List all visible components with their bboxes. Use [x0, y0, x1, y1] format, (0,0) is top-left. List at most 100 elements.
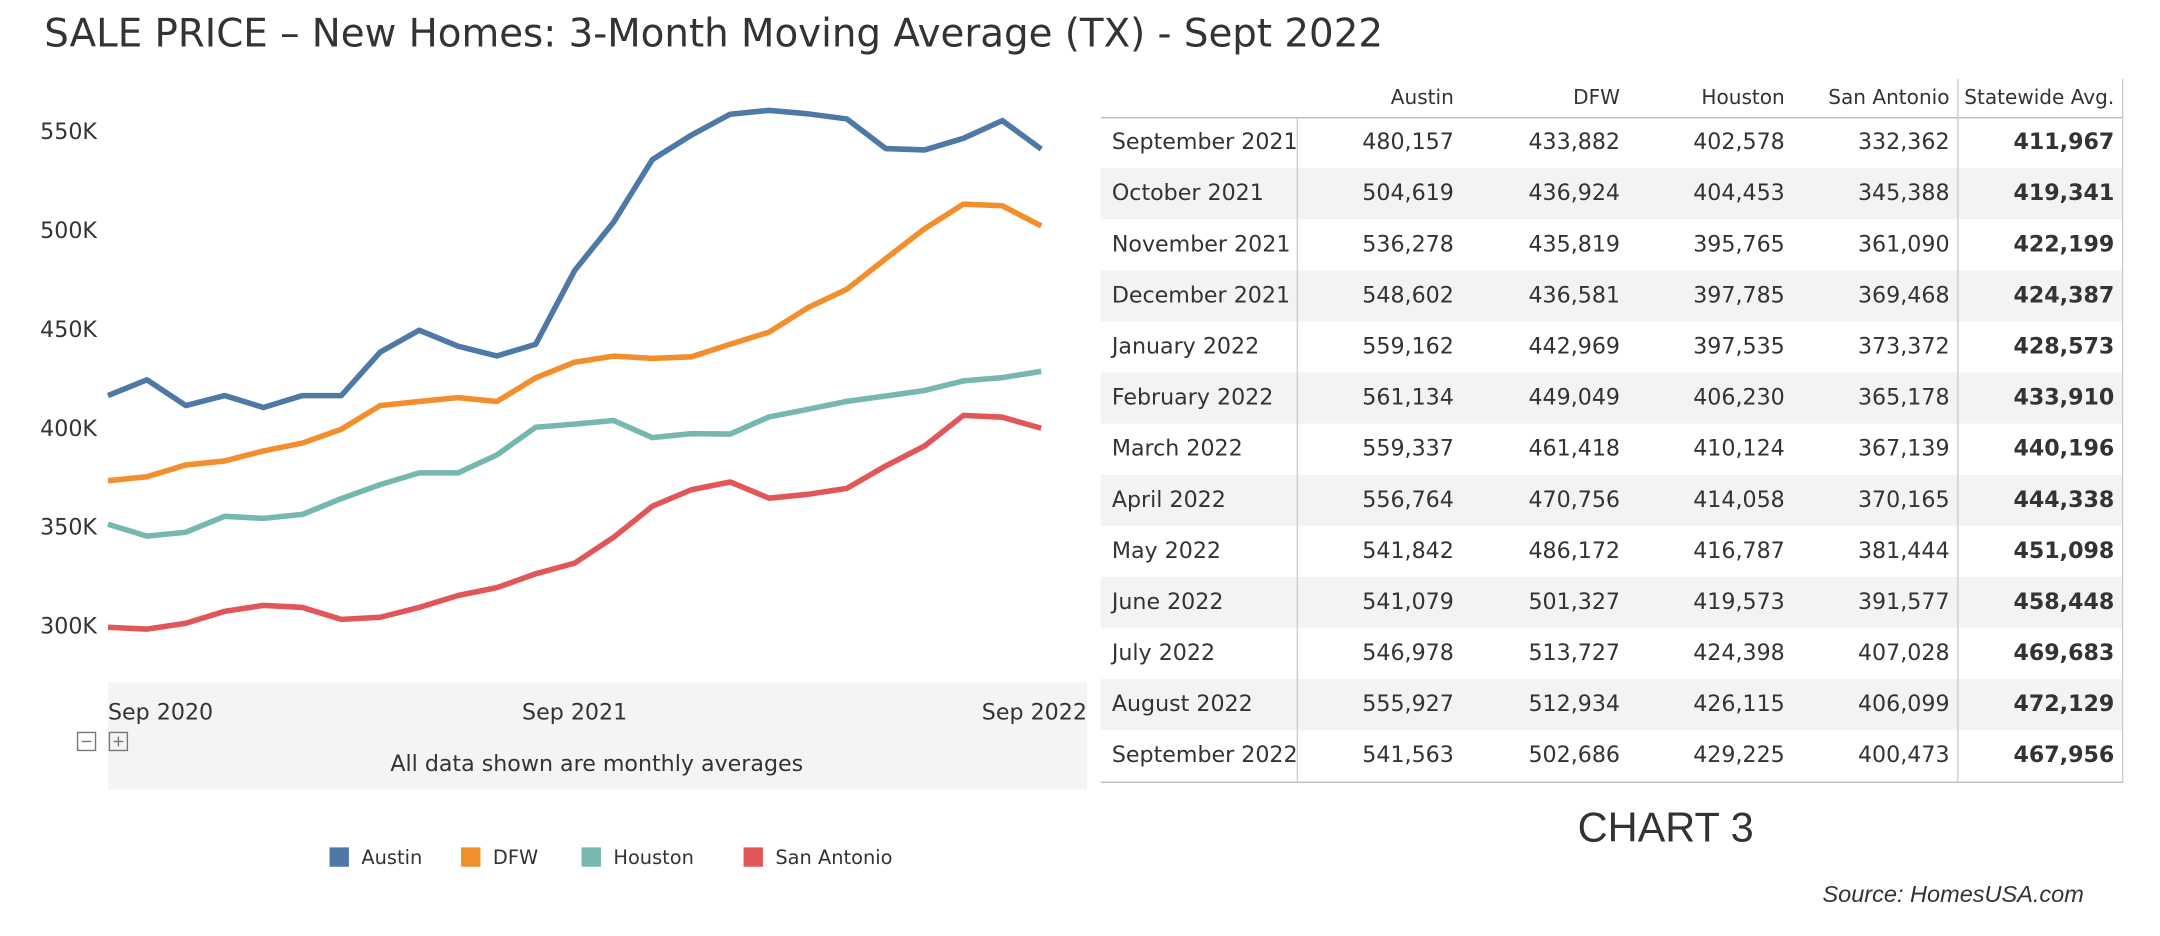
table-cell: 480,157 [1362, 129, 1454, 155]
table-cell: 367,139 [1858, 436, 1950, 462]
table-cell: 332,362 [1858, 129, 1950, 155]
page-title: SALE PRICE – New Homes: 3-Month Moving A… [44, 12, 1383, 57]
table-cell: 442,969 [1528, 333, 1620, 359]
row-label: September 2022 [1112, 742, 1298, 768]
row-label: June 2022 [1110, 589, 1224, 615]
table-cell: 424,387 [2013, 282, 2114, 308]
table-cell: 546,978 [1362, 640, 1454, 666]
table-cell: 397,535 [1693, 333, 1785, 359]
column-header: DFW [1573, 85, 1620, 109]
table-cell: 414,058 [1693, 487, 1785, 513]
table-cell: 369,468 [1858, 282, 1950, 308]
zoom-in[interactable] [108, 731, 129, 752]
legend-item: DFW [461, 846, 538, 869]
table-row-bg [1100, 576, 2123, 628]
table-cell: 440,196 [2013, 436, 2114, 462]
table-cell: 469,683 [2013, 640, 2114, 666]
x-tick-label: Sep 2020 [108, 700, 213, 726]
row-label: February 2022 [1112, 385, 1274, 411]
table-cell: 561,134 [1362, 385, 1454, 411]
legend-swatch [743, 847, 763, 867]
table-cell: 467,956 [2013, 742, 2114, 768]
table-cell: 361,090 [1858, 231, 1950, 257]
row-label: July 2022 [1110, 640, 1215, 666]
table-cell: 370,165 [1858, 487, 1950, 513]
row-label: April 2022 [1112, 487, 1226, 513]
table-cell: 548,602 [1362, 282, 1454, 308]
table-cell: 541,079 [1362, 589, 1454, 615]
row-label: September 2021 [1112, 129, 1298, 155]
series-line [107, 201, 1043, 484]
legend-label: DFW [493, 846, 538, 869]
table-cell: 373,372 [1858, 333, 1950, 359]
table-cell: 559,337 [1362, 436, 1454, 462]
table-cell: 400,473 [1858, 742, 1950, 768]
chart-label: CHART 3 [1578, 804, 1754, 851]
table-cell: 419,341 [2013, 180, 2114, 206]
legend-swatch [329, 847, 349, 867]
column-header: Houston [1701, 85, 1784, 109]
legend-label: Austin [361, 846, 422, 869]
table-cell: 402,578 [1693, 129, 1785, 155]
table-cell: 381,444 [1858, 538, 1950, 564]
table-cell: 422,199 [2013, 231, 2114, 257]
series-line [107, 412, 1042, 632]
table-cell: 429,225 [1693, 742, 1785, 768]
zoom-out[interactable] [76, 731, 97, 752]
table-cell: 555,927 [1362, 691, 1454, 717]
table-cell: 436,581 [1528, 282, 1620, 308]
row-label: August 2022 [1112, 691, 1253, 717]
table-cell: 444,338 [2013, 487, 2114, 513]
y-tick-label: 500K [40, 218, 97, 244]
legend-item: Austin [329, 846, 422, 869]
chart-note: All data shown are monthly averages [390, 751, 803, 777]
x-tick-label: Sep 2022 [982, 700, 1087, 726]
legend-swatch [581, 847, 601, 867]
table-cell: 411,967 [2013, 129, 2114, 155]
table-row-bg [1100, 679, 2123, 731]
table-row-bg [1100, 168, 2123, 220]
legend-label: Houston [613, 846, 694, 869]
legend-label: San Antonio [775, 846, 892, 869]
table-cell: 391,577 [1858, 589, 1950, 615]
table-cell: 406,230 [1693, 385, 1785, 411]
table-cell: 449,049 [1528, 385, 1620, 411]
table-cell: 559,162 [1362, 333, 1454, 359]
zoom-buttons[interactable] [76, 731, 129, 752]
table-cell: 436,924 [1528, 180, 1620, 206]
table-cell: 451,098 [2013, 538, 2114, 564]
column-header: Statewide Avg. [1964, 85, 2114, 109]
row-label: November 2021 [1112, 231, 1291, 257]
row-label: January 2022 [1110, 333, 1259, 359]
table-cell: 416,787 [1693, 538, 1785, 564]
row-label: May 2022 [1112, 538, 1221, 564]
row-label: December 2021 [1112, 282, 1290, 308]
table-row-bg [1100, 474, 2123, 526]
table-cell: 433,882 [1528, 129, 1620, 155]
axis-band [108, 682, 1087, 790]
table-cell: 486,172 [1528, 538, 1620, 564]
column-header: Austin [1391, 85, 1454, 109]
table-cell: 501,327 [1528, 589, 1620, 615]
table-cell: 410,124 [1693, 436, 1785, 462]
y-tick-label: 550K [40, 119, 97, 145]
table-cell: 426,115 [1693, 691, 1785, 717]
series-line [107, 368, 1042, 539]
table-cell: 395,765 [1693, 231, 1785, 257]
x-tick-label: Sep 2021 [522, 700, 627, 726]
table-cell: 541,842 [1362, 538, 1454, 564]
table-cell: 470,756 [1528, 487, 1620, 513]
legend-swatch [461, 847, 481, 867]
table-cell: 472,129 [2013, 691, 2114, 717]
source: Source: HomesUSA.com [1822, 881, 2083, 907]
legend-item: Houston [581, 846, 694, 869]
table-cell: 404,453 [1693, 180, 1785, 206]
table-cell: 406,099 [1858, 691, 1950, 717]
y-tick-label: 400K [40, 416, 97, 442]
y-tick-label: 450K [40, 317, 97, 343]
table-cell: 345,388 [1858, 180, 1950, 206]
table-cell: 512,934 [1528, 691, 1620, 717]
table-cell: 433,910 [2013, 385, 2114, 411]
